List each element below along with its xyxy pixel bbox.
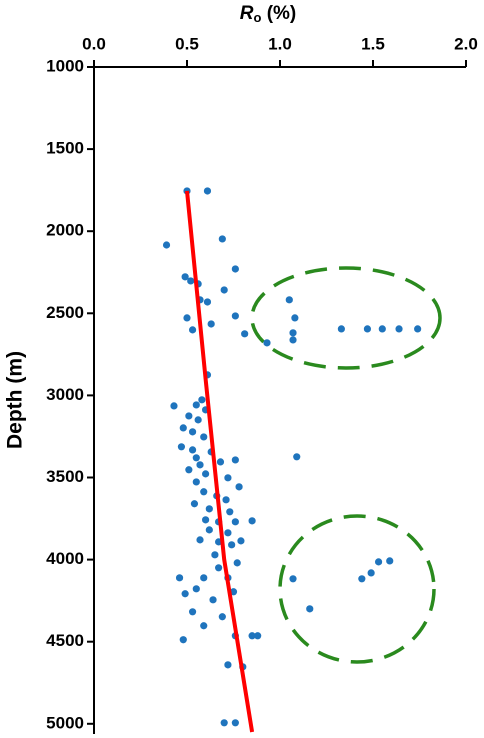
- data-point: [170, 402, 178, 410]
- data-point: [175, 574, 184, 582]
- data-point: [337, 325, 345, 333]
- data-point: [386, 557, 394, 565]
- y-tick-label: 4000: [46, 549, 84, 568]
- data-point: [190, 500, 199, 508]
- data-point: [194, 416, 202, 424]
- data-point: [235, 483, 243, 491]
- data-point: [226, 508, 234, 516]
- trend-line: [185, 190, 255, 733]
- data-point: [200, 488, 208, 496]
- y-tick-label: 1500: [46, 139, 84, 158]
- data-point: [215, 564, 223, 572]
- data-point: [207, 320, 215, 328]
- data-point: [218, 613, 226, 621]
- y-axis-label: Depth (m): [4, 351, 27, 449]
- data-point: [263, 339, 271, 347]
- data-point: [293, 453, 301, 461]
- x-tick-label: 1.5: [361, 34, 385, 53]
- data-point: [200, 622, 208, 630]
- data-point: [233, 559, 241, 567]
- data-point: [198, 396, 206, 404]
- data-point: [289, 329, 297, 337]
- x-axis-label: Ro (%): [240, 3, 297, 25]
- x-tick-label: 2.0: [454, 34, 478, 53]
- data-point: [202, 516, 210, 524]
- data-point: [224, 661, 232, 669]
- data-point: [248, 517, 256, 525]
- data-point: [205, 505, 213, 513]
- data-point: [216, 458, 225, 466]
- data-point: [222, 496, 230, 504]
- y-tick-label: 4500: [46, 631, 84, 650]
- data-point: [192, 401, 200, 409]
- x-tick-label: 1.0: [268, 34, 292, 53]
- data-point: [162, 241, 171, 249]
- data-point: [185, 412, 193, 420]
- data-point: [289, 336, 297, 344]
- data-point: [285, 296, 293, 304]
- y-tick-label: 3500: [46, 467, 84, 486]
- data-point: [363, 325, 372, 333]
- data-point: [218, 235, 226, 243]
- y-tick-label: 2500: [46, 303, 84, 322]
- data-point: [291, 314, 299, 322]
- data-point: [200, 433, 208, 441]
- data-point: [179, 424, 187, 432]
- data-point: [179, 636, 187, 644]
- data-point: [203, 298, 212, 306]
- data-point: [192, 478, 200, 486]
- data-point: [192, 454, 200, 462]
- data-point: [306, 605, 314, 613]
- data-point: [181, 590, 189, 598]
- data-point: [188, 608, 197, 616]
- data-point: [188, 326, 197, 334]
- data-point: [192, 585, 200, 593]
- data-point: [220, 286, 228, 294]
- data-point: [414, 325, 422, 333]
- data-point: [231, 518, 239, 526]
- data-point: [181, 273, 189, 281]
- data-point: [378, 325, 386, 333]
- data-point: [183, 314, 191, 322]
- data-point: [289, 575, 297, 583]
- data-point: [196, 461, 204, 469]
- data-point: [211, 551, 219, 559]
- data-point: [224, 474, 232, 482]
- data-point: [209, 596, 217, 604]
- data-point: [241, 330, 249, 338]
- data-point: [188, 446, 197, 454]
- y-tick-label: 1000: [46, 56, 84, 75]
- y-tick-label: 5000: [46, 713, 84, 732]
- data-point: [224, 529, 232, 537]
- data-point: [231, 265, 239, 273]
- data-point: [254, 632, 262, 640]
- data-point: [228, 541, 236, 549]
- data-point: [203, 187, 212, 195]
- data-point: [395, 325, 403, 333]
- highlight-ellipse: [278, 514, 436, 664]
- highlight-ellipse: [250, 266, 442, 370]
- data-point: [187, 277, 195, 285]
- data-point: [220, 719, 228, 727]
- data-point: [202, 470, 210, 478]
- data-point: [231, 312, 239, 320]
- data-point: [231, 456, 239, 464]
- data-point: [231, 719, 239, 727]
- x-tick-label: 0.0: [82, 34, 106, 53]
- data-point: [196, 536, 204, 544]
- data-point: [237, 537, 245, 545]
- y-tick-label: 2000: [46, 221, 84, 240]
- data-point: [367, 569, 375, 577]
- data-point: [177, 443, 186, 451]
- data-point: [185, 466, 193, 474]
- y-tick-label: 3000: [46, 385, 84, 404]
- data-point: [248, 632, 256, 640]
- data-point: [358, 575, 366, 583]
- data-point: [200, 574, 208, 582]
- data-point: [374, 558, 383, 566]
- data-point: [188, 428, 197, 436]
- data-point: [205, 526, 213, 534]
- x-tick-label: 0.5: [175, 34, 199, 53]
